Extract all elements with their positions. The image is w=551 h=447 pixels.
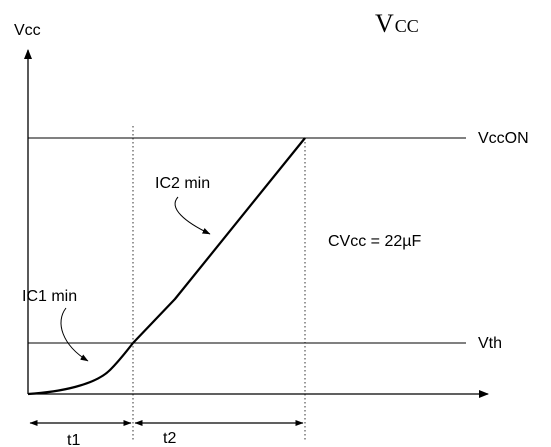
vth-label: Vth — [478, 335, 502, 352]
ic2-pointer-arrow — [174, 196, 211, 235]
diagram-title: VCC — [375, 9, 419, 38]
title-subscript: CC — [395, 16, 419, 36]
vcc-charging-curve — [27, 137, 306, 396]
ic1-pointer-arrow — [60, 307, 89, 362]
vccon-label: VccON — [478, 130, 529, 147]
ic1-min-label: IC1 min — [22, 288, 77, 305]
y-axis-label: Vcc — [14, 22, 41, 39]
t2-label: t2 — [163, 430, 176, 447]
t1-label: t1 — [67, 432, 80, 447]
ic2-min-label: IC2 min — [155, 175, 210, 192]
title-main: V — [375, 9, 394, 38]
capacitor-value-label: CVcc = 22µF — [328, 233, 421, 250]
